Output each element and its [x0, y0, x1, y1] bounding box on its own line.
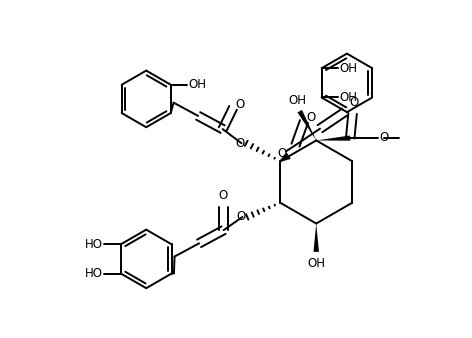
Polygon shape — [313, 223, 319, 252]
Text: O: O — [278, 147, 287, 160]
Text: HO: HO — [85, 238, 103, 251]
Text: HO: HO — [85, 267, 103, 280]
Text: OH: OH — [307, 257, 325, 270]
Polygon shape — [316, 136, 350, 141]
Text: OH: OH — [188, 78, 206, 91]
Text: O: O — [379, 131, 389, 144]
Text: OH: OH — [339, 91, 357, 104]
Text: O: O — [235, 137, 244, 150]
Polygon shape — [297, 110, 316, 141]
Text: O: O — [349, 96, 358, 109]
Text: O: O — [236, 211, 245, 223]
Text: O: O — [235, 98, 244, 111]
Text: OH: OH — [339, 62, 357, 75]
Text: OH: OH — [288, 94, 306, 107]
Text: O: O — [218, 189, 228, 202]
Text: O: O — [306, 111, 316, 124]
